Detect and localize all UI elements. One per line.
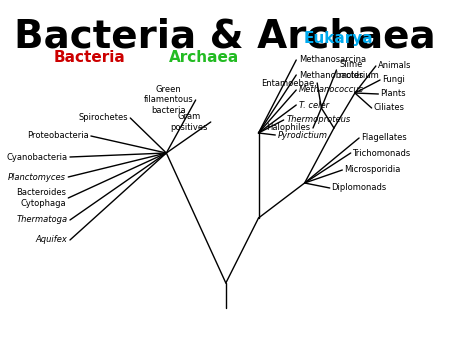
Text: Slime
molds: Slime molds xyxy=(338,60,364,80)
Text: Proteobacteria: Proteobacteria xyxy=(27,131,88,141)
Text: Bacteria: Bacteria xyxy=(54,50,125,65)
Text: Archaea: Archaea xyxy=(169,50,239,65)
Text: Halophiles: Halophiles xyxy=(266,123,310,132)
Text: Ciliates: Ciliates xyxy=(374,103,405,113)
Text: Bacteria & Archaea: Bacteria & Archaea xyxy=(14,18,436,56)
Text: Aquifex: Aquifex xyxy=(36,236,68,244)
Text: Thermatoga: Thermatoga xyxy=(16,216,68,224)
Text: T. celer: T. celer xyxy=(299,100,329,110)
Text: Plants: Plants xyxy=(380,90,405,98)
Text: Bacteroides
Cytophaga: Bacteroides Cytophaga xyxy=(16,188,66,208)
Text: Animals: Animals xyxy=(378,62,411,71)
Text: Methanosarcina: Methanosarcina xyxy=(299,55,366,65)
Text: Microsporidia: Microsporidia xyxy=(344,166,400,174)
Text: Green
filamentous
bacteria: Green filamentous bacteria xyxy=(144,85,193,115)
Text: Gram
positives: Gram positives xyxy=(171,112,208,132)
Text: Fungi: Fungi xyxy=(382,75,405,84)
Text: Methanobacterium: Methanobacterium xyxy=(299,71,378,79)
Text: Methanococcus: Methanococcus xyxy=(299,86,364,95)
Text: Pyrodictium: Pyrodictium xyxy=(278,130,328,140)
Text: Trichomonads: Trichomonads xyxy=(352,148,411,158)
Text: Flagellates: Flagellates xyxy=(361,134,406,143)
Text: Planctomyces: Planctomyces xyxy=(8,172,66,182)
Text: Spirochetes: Spirochetes xyxy=(78,114,128,122)
Text: Entamoebae: Entamoebae xyxy=(261,78,315,88)
Text: Cyanobacteria: Cyanobacteria xyxy=(6,152,67,162)
Text: Eukarya: Eukarya xyxy=(303,31,373,46)
Text: Diplomonads: Diplomonads xyxy=(332,184,387,193)
Text: Thermoproteus: Thermoproteus xyxy=(286,116,351,124)
